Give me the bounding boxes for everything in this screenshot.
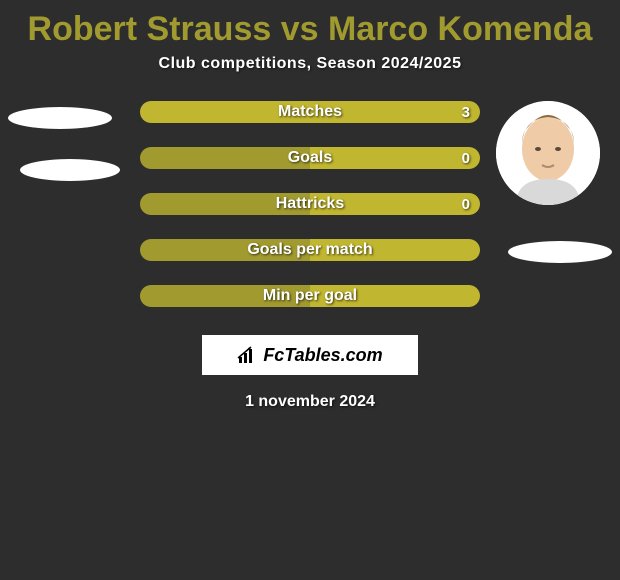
stat-label: Goals	[288, 149, 332, 167]
date-text: 1 november 2024	[0, 393, 620, 411]
stat-label: Matches	[278, 103, 342, 121]
stat-label: Hattricks	[276, 195, 344, 213]
stat-bar: Min per goal	[140, 285, 480, 307]
stats-list: Matches 3 Goals 0 Hattricks 0 Goals per match M…	[140, 101, 480, 307]
avatar-face-icon	[496, 101, 600, 205]
stat-bar: Hattricks 0	[140, 193, 480, 215]
stat-value: 0	[462, 193, 470, 215]
player-left-placeholder-2	[20, 159, 120, 181]
stat-bar-left-fill	[140, 147, 310, 169]
logo-text: FcTables.com	[263, 345, 382, 366]
bar-chart-icon	[237, 345, 259, 365]
fctables-logo: FcTables.com	[202, 335, 418, 375]
stat-label: Goals per match	[247, 241, 372, 259]
comparison-area: Matches 3 Goals 0 Hattricks 0 Goals per match M…	[0, 101, 620, 411]
stat-bar: Goals per match	[140, 239, 480, 261]
stat-bar: Matches 3	[140, 101, 480, 123]
stat-bar-right-fill	[310, 147, 480, 169]
player-left-placeholder-1	[8, 107, 112, 129]
player-right-avatar	[496, 101, 600, 205]
subtitle: Club competitions, Season 2024/2025	[0, 55, 620, 101]
stat-label: Min per goal	[263, 287, 357, 305]
player-right-placeholder	[508, 241, 612, 263]
stat-bar: Goals 0	[140, 147, 480, 169]
stat-value: 3	[462, 101, 470, 123]
page-title: Robert Strauss vs Marco Komenda	[0, 0, 620, 55]
stat-value: 0	[462, 147, 470, 169]
